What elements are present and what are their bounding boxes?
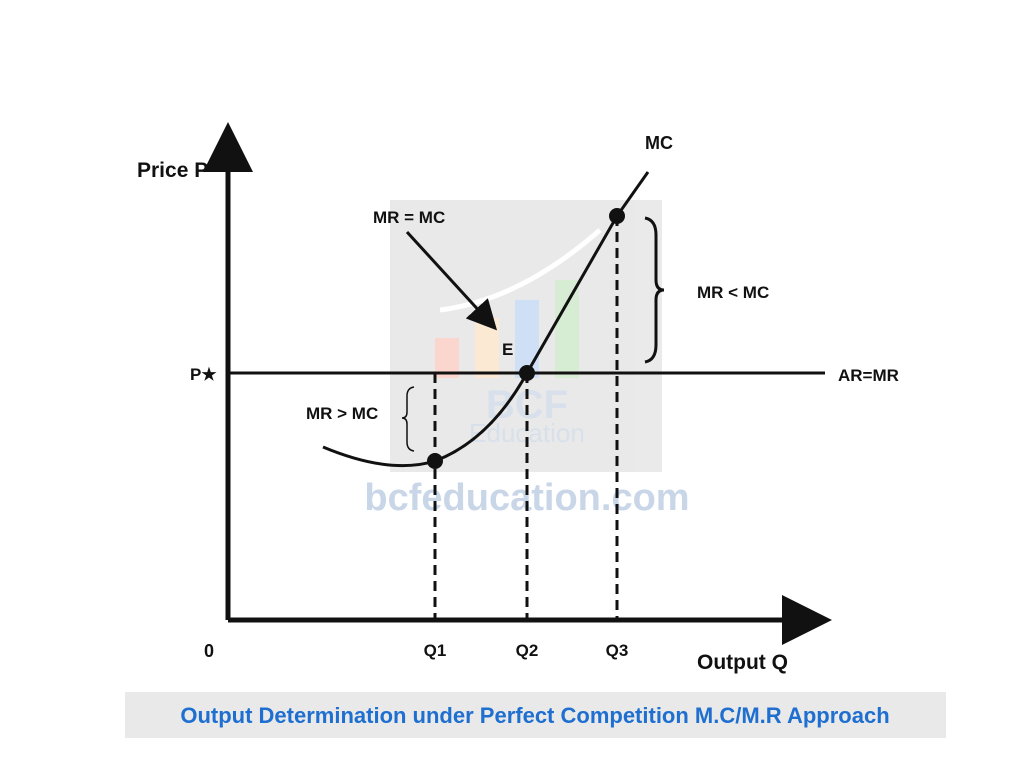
origin-label: 0 — [204, 641, 214, 661]
caption: Output Determination under Perfect Compe… — [180, 703, 889, 728]
arrow — [405, 230, 498, 331]
mc-label: MC — [645, 133, 673, 153]
watermark: BCF Education — [390, 200, 662, 472]
e-label: E — [502, 340, 513, 359]
ar-mr-label: AR=MR — [838, 366, 899, 385]
y-axis-label: Price P — [137, 159, 208, 182]
caption-box — [125, 692, 946, 738]
annotation: MR > MC — [306, 404, 378, 423]
annotation: MR < MC — [697, 283, 769, 302]
x-axis-label: Output Q — [697, 651, 788, 674]
brace-left — [401, 386, 415, 452]
watermark-url: bcfeducation.com — [364, 477, 689, 519]
annotation: MR = MC — [373, 208, 445, 227]
brace-right — [644, 216, 665, 364]
point-q1 — [427, 453, 443, 469]
point-q3 — [609, 208, 625, 224]
dashed-lines — [433, 216, 619, 620]
q1-label: Q1 — [424, 641, 447, 660]
q2-label: Q2 — [516, 641, 539, 660]
q3-label: Q3 — [606, 641, 629, 660]
point-e — [519, 365, 535, 381]
price-label: P★ — [190, 365, 217, 384]
